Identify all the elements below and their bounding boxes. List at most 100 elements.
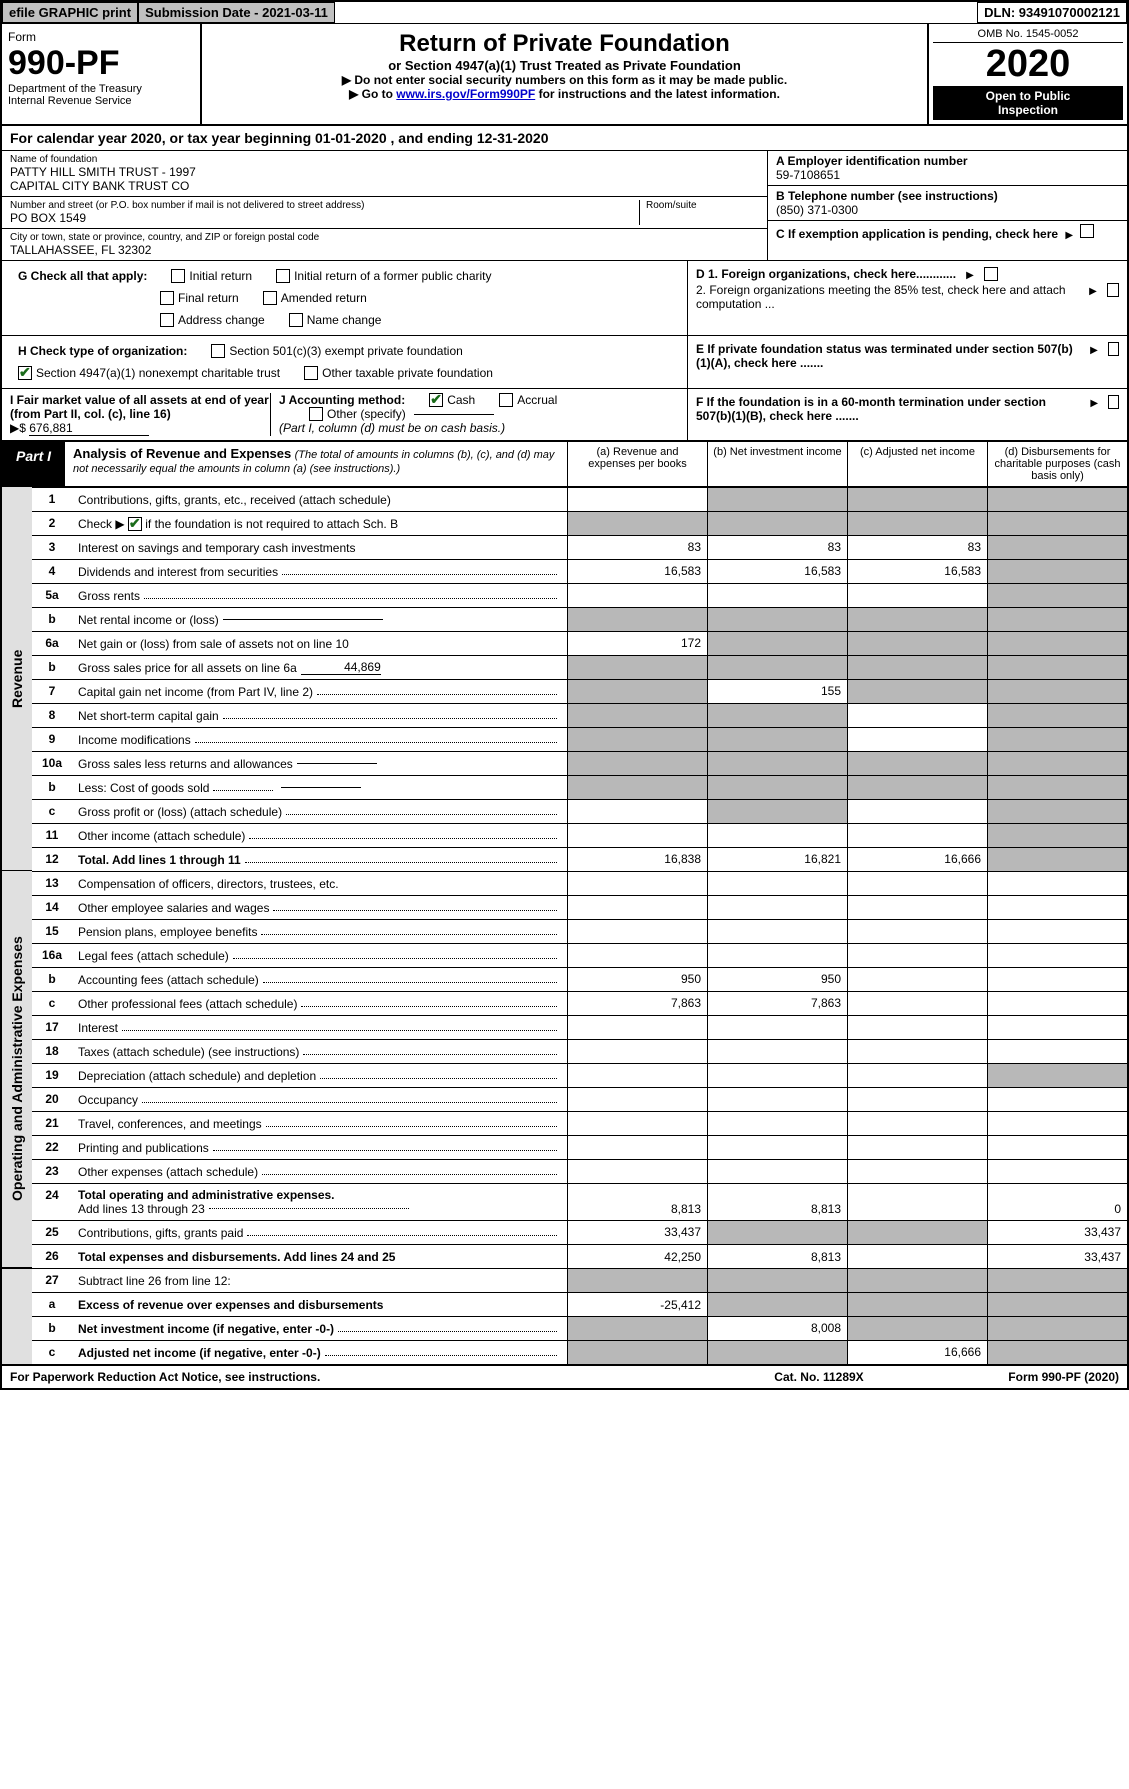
g4-checkbox[interactable] — [263, 291, 277, 305]
ln5b-desc: Net rental income or (loss) — [72, 608, 567, 631]
ln11-a — [567, 824, 707, 847]
form-inst1: ▶ Do not enter social security numbers o… — [208, 73, 921, 87]
ln15-desc: Pension plans, employee benefits — [72, 920, 567, 943]
line27-gutter — [2, 1268, 32, 1364]
j1-checkbox[interactable] — [429, 393, 443, 407]
arrow-icon — [966, 267, 974, 281]
d2-checkbox[interactable] — [1107, 283, 1119, 297]
h3-checkbox[interactable] — [304, 366, 318, 380]
ln8-c — [847, 704, 987, 727]
irs-label: Internal Revenue Service — [8, 95, 194, 107]
h1-label: Section 501(c)(3) exempt private foundat… — [229, 344, 462, 358]
ln23-b — [707, 1160, 847, 1183]
g5-checkbox[interactable] — [160, 313, 174, 327]
ln12-desc: Total. Add lines 1 through 11 — [72, 848, 567, 871]
ln17-d — [987, 1016, 1127, 1039]
ln22-desc: Printing and publications — [72, 1136, 567, 1159]
h1-checkbox[interactable] — [211, 344, 225, 358]
ln23-c — [847, 1160, 987, 1183]
ln10b-b — [707, 776, 847, 799]
ln11-num: 11 — [32, 824, 72, 847]
d1-checkbox[interactable] — [984, 267, 998, 281]
g1-checkbox[interactable] — [171, 269, 185, 283]
ln21-b — [707, 1112, 847, 1135]
ln4-desc: Dividends and interest from securities — [72, 560, 567, 583]
ln9-b — [707, 728, 847, 751]
ln16a-c — [847, 944, 987, 967]
g3-checkbox[interactable] — [160, 291, 174, 305]
ln27a-desc: Excess of revenue over expenses and disb… — [72, 1293, 567, 1316]
ln21-desc: Travel, conferences, and meetings — [72, 1112, 567, 1135]
form-inst2: ▶ Go to www.irs.gov/Form990PF for instru… — [208, 87, 921, 101]
ln5b-d — [987, 608, 1127, 631]
ln24-num: 24 — [32, 1184, 72, 1220]
ln1-d — [987, 488, 1127, 511]
col-b-hdr: (b) Net investment income — [707, 442, 847, 486]
ln25-b — [707, 1221, 847, 1244]
form990pf-link[interactable]: www.irs.gov/Form990PF — [396, 87, 535, 101]
ln12-b: 16,821 — [707, 848, 847, 871]
ln18-c — [847, 1040, 987, 1063]
ln23-num: 23 — [32, 1160, 72, 1183]
room-label: Room/suite — [646, 200, 759, 211]
ln4-d — [987, 560, 1127, 583]
ln18-desc: Taxes (attach schedule) (see instruction… — [72, 1040, 567, 1063]
header-left: Form 990-PF Department of the Treasury I… — [2, 24, 202, 124]
name-cell: Name of foundation PATTY HILL SMITH TRUS… — [2, 151, 767, 197]
ln9-d — [987, 728, 1127, 751]
top-bar: efile GRAPHIC print Submission Date - 20… — [2, 2, 1127, 24]
ln6b-desc: Gross sales price for all assets on line… — [72, 656, 567, 679]
e-checkbox[interactable] — [1108, 342, 1119, 356]
footer-right: Form 990-PF (2020) — [919, 1370, 1119, 1384]
ln4-num: 4 — [32, 560, 72, 583]
ln5a-desc: Gross rents — [72, 584, 567, 607]
ln7-d — [987, 680, 1127, 703]
ln1-b — [707, 488, 847, 511]
ln27-a — [567, 1269, 707, 1292]
ln27-desc: Subtract line 26 from line 12: — [72, 1269, 567, 1292]
j2-checkbox[interactable] — [499, 393, 513, 407]
j-note: (Part I, column (d) must be on cash basi… — [279, 421, 679, 435]
ln17-c — [847, 1016, 987, 1039]
f-checkbox[interactable] — [1108, 395, 1119, 409]
ln4-a: 16,583 — [567, 560, 707, 583]
col-a-hdr: (a) Revenue and expenses per books — [567, 442, 707, 486]
j3-checkbox[interactable] — [309, 407, 323, 421]
c-checkbox[interactable] — [1080, 224, 1094, 238]
ln6a-c — [847, 632, 987, 655]
ln5a-c — [847, 584, 987, 607]
ln3-c: 83 — [847, 536, 987, 559]
g2-checkbox[interactable] — [276, 269, 290, 283]
identity-right: A Employer identification number 59-7108… — [767, 151, 1127, 260]
j2-label: Accrual — [517, 393, 557, 407]
g6-label: Name change — [307, 313, 382, 327]
ln12-d — [987, 848, 1127, 871]
inst2-pre: ▶ Go to — [349, 87, 396, 101]
ln23-a — [567, 1160, 707, 1183]
h2-checkbox[interactable] — [18, 366, 32, 380]
ln24-desc: Total operating and administrative expen… — [72, 1184, 567, 1220]
h3-label: Other taxable private foundation — [322, 366, 493, 380]
ln18-num: 18 — [32, 1040, 72, 1063]
header-right: OMB No. 1545-0052 2020 Open to Public In… — [927, 24, 1127, 124]
ln16a-b — [707, 944, 847, 967]
ln27c-num: c — [32, 1341, 72, 1364]
dept-label: Department of the Treasury — [8, 83, 194, 95]
g4-label: Amended return — [281, 291, 367, 305]
g6-checkbox[interactable] — [289, 313, 303, 327]
ln2-desc: Check ▶ if the foundation is not require… — [72, 512, 567, 535]
city-cell: City or town, state or province, country… — [2, 229, 767, 260]
ln27b-desc: Net investment income (if negative, ente… — [72, 1317, 567, 1340]
calyear-begin: 01-01-2020 — [315, 130, 387, 146]
ij-section: I Fair market value of all assets at end… — [2, 389, 687, 440]
ln11-d — [987, 824, 1127, 847]
ln26-desc: Total expenses and disbursements. Add li… — [72, 1245, 567, 1268]
ln15-d — [987, 920, 1127, 943]
arrow-icon — [1090, 342, 1098, 356]
ln11-c — [847, 824, 987, 847]
ln7-b: 155 — [707, 680, 847, 703]
ln2-checkbox[interactable] — [128, 517, 142, 531]
footer: For Paperwork Reduction Act Notice, see … — [2, 1364, 1127, 1388]
ln19-b — [707, 1064, 847, 1087]
ln10b-num: b — [32, 776, 72, 799]
